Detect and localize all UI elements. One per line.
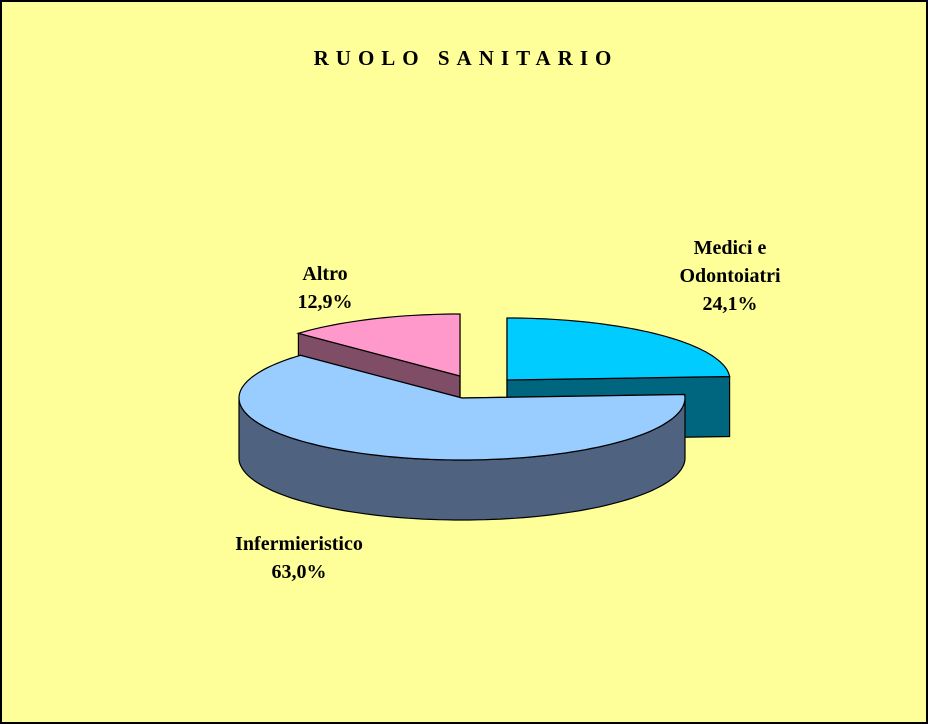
- value-label: 24,1%: [702, 293, 758, 315]
- slice: [296, 313, 461, 377]
- slice-label: Infermieristico 63,0%: [235, 530, 363, 586]
- category-label: Altro: [302, 263, 348, 285]
- value-label: 12,9%: [297, 291, 353, 313]
- slice-label: Altro 12,9%: [298, 260, 353, 316]
- slice: [506, 317, 731, 381]
- category-label: Medici e Odontoiatri: [679, 237, 781, 287]
- value-label: 63,0%: [271, 561, 327, 583]
- category-label: Infermieristico: [235, 533, 363, 555]
- slice: [238, 354, 686, 461]
- slice-label: Medici e Odontoiatri 24,1%: [665, 234, 795, 318]
- chart-title: RUOLO SANITARIO: [313, 46, 619, 70]
